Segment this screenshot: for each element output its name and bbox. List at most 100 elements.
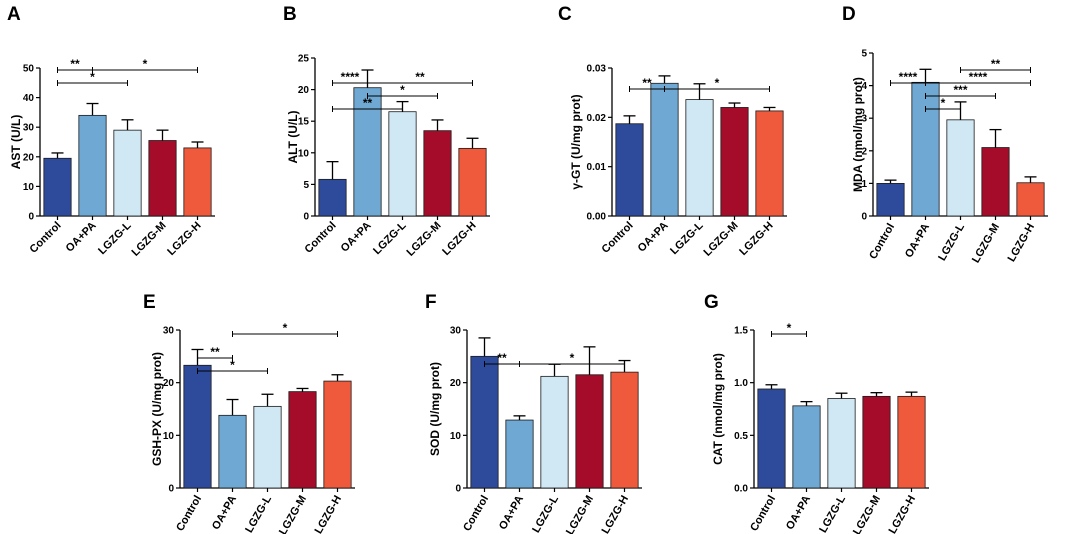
- x-tick-label: OA+PA: [497, 493, 526, 531]
- y-tick-label: 30: [23, 123, 35, 134]
- bar: [946, 119, 975, 217]
- significance-label: *: [230, 358, 235, 372]
- bar: [862, 395, 891, 489]
- x-tick-label: LGZG-H: [313, 493, 344, 534]
- y-axis-label: SOD (U/mg prot): [428, 362, 442, 456]
- x-tick-label: OA+PA: [339, 220, 374, 255]
- y-tick-label: 4: [861, 81, 867, 92]
- significance-label: *: [570, 351, 575, 365]
- y-tick-label: 0.00: [587, 212, 607, 223]
- y-tick-label: 20: [298, 85, 310, 96]
- y-tick-label: 40: [23, 93, 35, 104]
- bar: [288, 391, 317, 489]
- bar: [1016, 182, 1045, 217]
- bar: [911, 81, 940, 217]
- bar: [897, 395, 926, 489]
- y-tick-label: 0.0: [734, 484, 748, 495]
- significance-label: ****: [341, 70, 360, 84]
- x-tick-label: OA+PA: [636, 220, 671, 255]
- panel-label: C: [558, 4, 572, 25]
- y-axis-label: ALT (U/L): [286, 110, 300, 163]
- x-tick-label: LGZG-L: [936, 221, 967, 263]
- panel-c: Cγ-GT (U/mg prot) 0.00 0.01 0.02 0.03 Control…: [558, 4, 787, 259]
- x-tick-label: Control: [867, 222, 897, 262]
- y-tick-label: 2: [861, 146, 867, 157]
- significance-label: **: [642, 76, 652, 90]
- significance-label: *: [787, 321, 792, 335]
- bar: [78, 114, 107, 217]
- bar: [755, 110, 784, 217]
- bar: [253, 405, 282, 489]
- y-tick-label: 0.03: [587, 64, 607, 75]
- y-axis-label: CAT (nmol/mg prot): [711, 353, 725, 465]
- bar: [650, 82, 679, 217]
- y-tick-label: 0: [455, 484, 461, 495]
- x-tick-label: Control: [174, 494, 204, 534]
- bar: [981, 147, 1010, 217]
- bar: [505, 419, 534, 489]
- significance-label: **: [991, 57, 1001, 71]
- y-tick-label: 0: [28, 212, 34, 223]
- bar: [43, 157, 72, 217]
- bar: [183, 364, 212, 489]
- y-tick-label: 0: [861, 212, 867, 223]
- x-tick-label: LGZG-M: [851, 494, 883, 534]
- y-tick-label: 20: [23, 152, 35, 163]
- y-tick-label: 3: [861, 114, 867, 125]
- x-tick-label: LGZG-H: [600, 493, 631, 534]
- x-tick-label: OA+PA: [903, 221, 932, 259]
- bar: [792, 405, 821, 489]
- y-tick-label: 20: [163, 378, 175, 389]
- y-tick-label: 30: [450, 326, 462, 337]
- y-tick-label: 10: [298, 148, 310, 159]
- y-tick-label: 1.0: [734, 378, 748, 389]
- significance-label: *: [143, 57, 148, 71]
- y-tick-label: 5: [303, 180, 309, 191]
- bar: [575, 374, 604, 489]
- bar: [615, 123, 644, 217]
- x-tick-label: Control: [27, 220, 63, 256]
- bar: [323, 380, 352, 489]
- significance-label: *: [400, 83, 405, 97]
- x-tick-label: LGZG-M: [404, 220, 443, 259]
- x-tick-label: LGZG-L: [817, 493, 848, 534]
- x-tick-label: LGZG-H: [440, 220, 478, 258]
- bar: [610, 371, 639, 489]
- x-tick-label: LGZG-H: [165, 220, 203, 258]
- y-tick-label: 1.5: [734, 326, 748, 337]
- bar: [113, 129, 142, 217]
- bar: [540, 375, 569, 489]
- y-axis-label: MDA (nmol/mg prot): [851, 77, 865, 192]
- bar: [458, 147, 487, 217]
- y-tick-label: 1: [861, 179, 867, 190]
- bar: [470, 355, 499, 489]
- x-tick-label: Control: [599, 220, 635, 256]
- significance-label: **: [70, 57, 80, 71]
- y-tick-label: 10: [163, 431, 175, 442]
- y-tick-label: 30: [163, 326, 175, 337]
- y-tick-label: 0.02: [587, 113, 607, 124]
- bar: [757, 388, 786, 489]
- y-axis-label: AST (U/L): [9, 115, 23, 170]
- bar: [318, 178, 347, 217]
- y-tick-label: 5: [861, 49, 867, 60]
- y-tick-label: 0: [303, 212, 309, 223]
- y-tick-label: 10: [23, 182, 35, 193]
- y-axis-label: GSH-PX (U/mg prot): [150, 352, 164, 466]
- y-axis-label: γ-GT (U/mg prot): [569, 94, 583, 189]
- significance-label: ****: [969, 70, 988, 84]
- significance-label: ***: [953, 83, 967, 97]
- x-tick-label: LGZG-L: [371, 219, 409, 257]
- panel-g: G CAT (nmol/mg prot) 0.0 0.5 1.0 1.5 Control OA…: [704, 292, 929, 534]
- bar: [876, 182, 905, 217]
- bar: [183, 147, 212, 217]
- x-tick-label: Control: [461, 494, 491, 534]
- bar: [423, 130, 452, 217]
- bar: [148, 140, 177, 217]
- significance-label: **: [210, 345, 220, 359]
